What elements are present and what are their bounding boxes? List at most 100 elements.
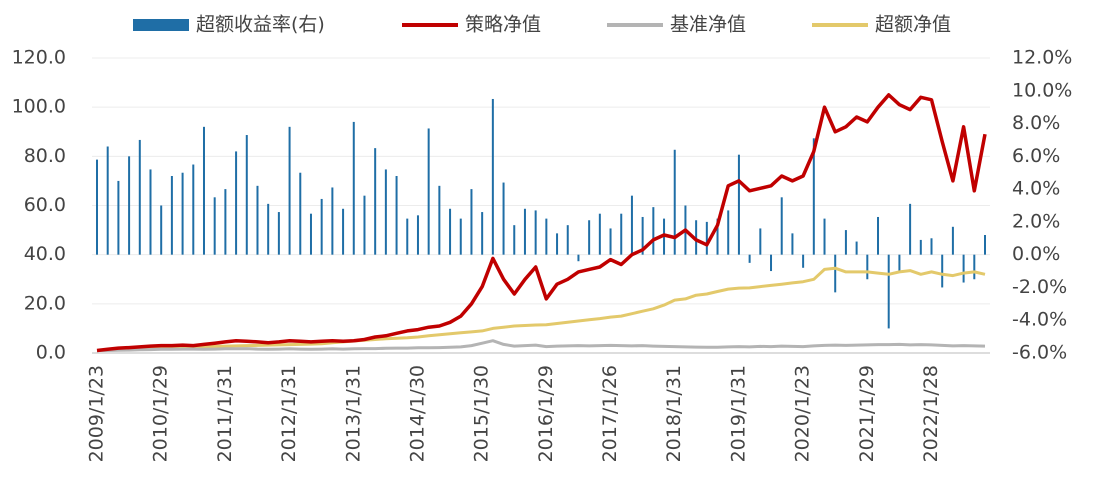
bar bbox=[545, 218, 548, 255]
x-tick-label: 2020/1/23 bbox=[792, 365, 814, 462]
bar bbox=[566, 225, 569, 255]
x-tick-label: 2014/1/30 bbox=[406, 365, 428, 462]
legend-swatch bbox=[133, 19, 189, 31]
bar bbox=[641, 216, 644, 255]
bar bbox=[962, 254, 965, 283]
x-tick-label: 2022/1/28 bbox=[920, 365, 942, 462]
bar bbox=[352, 121, 355, 255]
bar bbox=[235, 151, 238, 255]
bar bbox=[181, 172, 184, 255]
legend-label: 超额收益率(右) bbox=[196, 14, 325, 36]
line bbox=[96, 266, 986, 352]
y2-tick-label: -2.0% bbox=[1012, 276, 1067, 298]
bar bbox=[224, 189, 227, 255]
bar bbox=[770, 254, 773, 272]
bar bbox=[256, 185, 259, 255]
y2-tick-label: 8.0% bbox=[1012, 112, 1060, 134]
bar bbox=[213, 197, 216, 255]
y-tick-label: 100.0 bbox=[12, 96, 66, 118]
bar bbox=[620, 213, 623, 255]
bar bbox=[973, 254, 976, 280]
bar bbox=[630, 195, 633, 255]
bar bbox=[866, 254, 869, 280]
x-tick-label: 2013/1/31 bbox=[342, 365, 364, 462]
bar bbox=[673, 149, 676, 255]
y-tick-label: 0.0 bbox=[36, 342, 66, 364]
x-tick-label: 2012/1/31 bbox=[278, 365, 300, 462]
bar bbox=[984, 235, 986, 255]
y-tick-label: 120.0 bbox=[12, 47, 66, 69]
bar bbox=[192, 164, 195, 255]
bar bbox=[588, 220, 591, 255]
bar bbox=[128, 156, 131, 255]
bar bbox=[138, 139, 141, 255]
x-tick-label: 2015/1/30 bbox=[471, 365, 493, 462]
bar bbox=[834, 254, 837, 293]
bar bbox=[491, 98, 494, 255]
bar bbox=[855, 241, 858, 255]
bar bbox=[288, 126, 291, 255]
bar bbox=[941, 254, 944, 288]
bar bbox=[705, 221, 708, 255]
y-tick-label: 80.0 bbox=[24, 145, 66, 167]
x-tick-label: 2017/1/26 bbox=[599, 365, 621, 462]
bar bbox=[117, 180, 120, 255]
bar bbox=[459, 218, 462, 255]
bar bbox=[951, 226, 954, 255]
y-tick-label: 40.0 bbox=[24, 243, 66, 265]
bar bbox=[320, 198, 323, 255]
y2-tick-label: 4.0% bbox=[1012, 178, 1060, 200]
bar bbox=[759, 228, 762, 255]
bar bbox=[748, 254, 751, 263]
bar bbox=[930, 238, 933, 255]
bar bbox=[609, 228, 612, 255]
x-tick-label: 2018/1/31 bbox=[663, 365, 685, 462]
bar bbox=[309, 213, 312, 255]
bar bbox=[695, 220, 698, 255]
bar bbox=[406, 218, 409, 255]
bar bbox=[844, 230, 847, 255]
bar bbox=[652, 207, 655, 255]
bar bbox=[919, 239, 922, 255]
x-tick-label: 2016/1/29 bbox=[535, 365, 557, 462]
legend-label: 策略净值 bbox=[465, 14, 541, 36]
bar bbox=[342, 208, 345, 255]
bar bbox=[149, 169, 152, 255]
bar bbox=[170, 176, 173, 255]
bar bbox=[470, 189, 473, 255]
bar bbox=[160, 205, 163, 255]
bar bbox=[909, 203, 912, 255]
y2-tick-label: 2.0% bbox=[1012, 210, 1060, 232]
bar bbox=[384, 169, 387, 255]
bar bbox=[481, 212, 484, 255]
x-tick-label: 2019/1/31 bbox=[727, 365, 749, 462]
bar bbox=[812, 138, 815, 255]
y-tick-label: 60.0 bbox=[24, 194, 66, 216]
bar bbox=[202, 126, 205, 255]
bar bbox=[374, 148, 377, 255]
y2-tick-label: 6.0% bbox=[1012, 145, 1060, 167]
x-tick-label: 2011/1/31 bbox=[214, 365, 236, 462]
line bbox=[96, 93, 987, 353]
y2-tick-label: -6.0% bbox=[1012, 342, 1067, 364]
bar bbox=[449, 208, 452, 255]
legend-label: 基准净值 bbox=[670, 14, 746, 36]
bar bbox=[331, 187, 334, 255]
bar bbox=[716, 218, 719, 255]
bar bbox=[823, 218, 826, 255]
bar bbox=[598, 213, 601, 255]
bar bbox=[363, 195, 366, 255]
bar bbox=[427, 128, 430, 255]
bar bbox=[245, 135, 248, 255]
bar bbox=[395, 176, 398, 255]
bar bbox=[534, 210, 537, 255]
bar bbox=[577, 254, 580, 262]
bar bbox=[416, 215, 419, 255]
bar bbox=[267, 203, 270, 255]
x-tick-label: 2021/1/29 bbox=[856, 365, 878, 462]
x-tick-label: 2010/1/29 bbox=[150, 365, 172, 462]
bar bbox=[556, 233, 559, 255]
y2-tick-label: 12.0% bbox=[1012, 47, 1072, 69]
bar bbox=[299, 172, 302, 255]
